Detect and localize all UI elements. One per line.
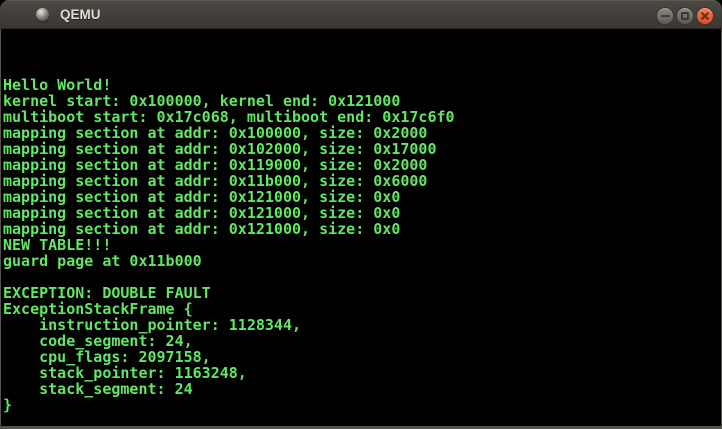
close-button[interactable] [696, 7, 714, 25]
minimize-button[interactable] [656, 7, 674, 25]
window-controls [656, 7, 714, 25]
minimize-icon [660, 15, 670, 17]
maximize-icon [681, 12, 689, 20]
window-title: QEMU [60, 7, 101, 22]
close-icon [700, 11, 710, 21]
titlebar[interactable]: QEMU [0, 0, 722, 29]
vm-display[interactable]: Hello World! kernel start: 0x100000, ker… [0, 29, 722, 429]
qemu-app-icon [36, 8, 49, 21]
terminal-output: Hello World! kernel start: 0x100000, ker… [3, 76, 455, 414]
maximize-button[interactable] [676, 7, 694, 25]
